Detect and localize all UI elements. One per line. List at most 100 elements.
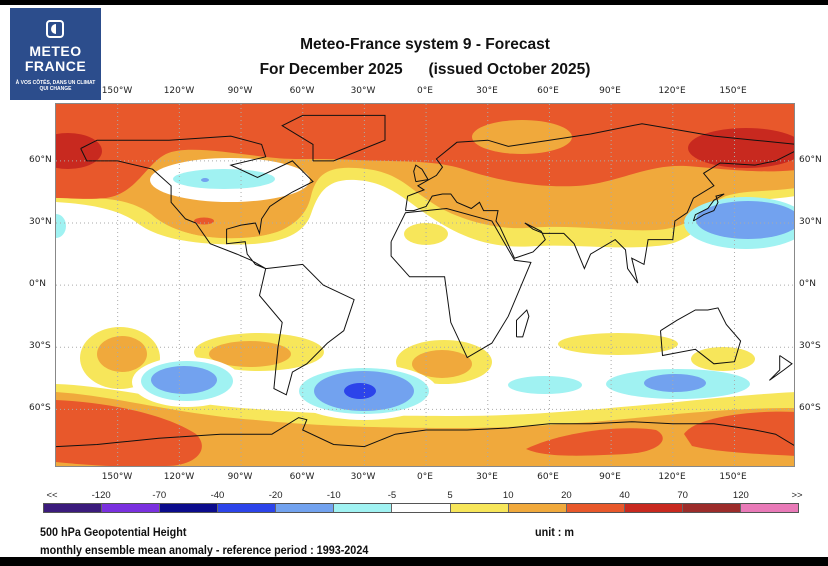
lon-label-top: 0°E xyxy=(417,86,433,96)
colorbar-swatch xyxy=(218,504,277,512)
lon-label-bottom: 120°E xyxy=(658,472,686,482)
lon-label-bottom: 150°W xyxy=(101,472,133,482)
colorbar-swatch xyxy=(508,504,567,512)
lon-label-bottom: 30°E xyxy=(476,472,498,482)
colorbar-swatch xyxy=(44,504,103,512)
anomaly-blue-canada xyxy=(201,178,209,182)
anomaly-orange-barents xyxy=(472,120,572,154)
lon-label-top: 60°W xyxy=(289,86,315,96)
bottom-border xyxy=(0,557,828,566)
coastline-africa xyxy=(390,207,532,359)
colorbar-label: 70 xyxy=(677,490,688,501)
anomaly-blue-japan xyxy=(696,201,794,239)
coastline-north-america xyxy=(80,135,314,270)
colorbar-swatch xyxy=(624,504,683,512)
logo-text-line2: FRANCE xyxy=(24,58,87,74)
lon-label-top: 150°W xyxy=(101,86,133,96)
coastline-eurasia xyxy=(405,123,794,284)
lon-label-bottom: 90°W xyxy=(227,472,253,482)
chart-title: Meteo-France system 9 - Forecast xyxy=(300,36,550,53)
anomaly-yellow-s-australia xyxy=(691,347,755,371)
description-label: monthly ensemble mean anomaly - referenc… xyxy=(40,543,369,557)
lon-label-top: 90°E xyxy=(599,86,621,96)
colorbar-label: 20 xyxy=(561,490,572,501)
coastline-new-zealand xyxy=(769,355,793,381)
colorbar-swatch xyxy=(334,504,393,512)
anomaly-red-southeast xyxy=(684,411,794,456)
anomaly-blue-s-pacific xyxy=(151,366,217,394)
logo-tagline: À VOS CÔTÉS, DANS UN CLIMAT QUI CHANGE xyxy=(15,80,96,92)
colorbar-swatch xyxy=(740,504,799,512)
lat-label-left: 60°S xyxy=(29,403,51,413)
lat-label-left: 0°N xyxy=(29,279,46,289)
lon-label-top: 30°E xyxy=(476,86,498,96)
lon-label-bottom: 150°E xyxy=(719,472,747,482)
map-svg xyxy=(56,104,794,466)
anomaly-cyan-canada xyxy=(173,169,275,189)
anomaly-orange-s-pacific-1 xyxy=(97,336,147,372)
coastline-madagascar xyxy=(516,309,530,338)
colorbar-swatch xyxy=(566,504,625,512)
colorbar-label: >> xyxy=(791,490,803,501)
lat-label-right: 0°N xyxy=(799,279,816,289)
lon-label-bottom: 120°W xyxy=(163,472,195,482)
anomaly-darkred-nw xyxy=(56,133,102,169)
colorbar-swatch xyxy=(102,504,161,512)
coastline-south-america xyxy=(258,263,355,396)
logo-icon xyxy=(46,20,64,38)
unit-label: unit : m xyxy=(535,525,574,539)
colorbar-label: 120 xyxy=(732,490,749,501)
colorbar-swatch xyxy=(276,504,335,512)
top-border xyxy=(0,0,828,5)
lon-label-top: 90°W xyxy=(227,86,253,96)
coastline-japan xyxy=(692,193,725,222)
coastline-great-britain xyxy=(413,164,429,183)
colorbar-label: 40 xyxy=(619,490,630,501)
logo-text-line1: METEO xyxy=(29,43,82,59)
coastline-australia xyxy=(660,307,742,365)
colorbar-label: -70 xyxy=(152,490,167,501)
meteo-france-logo: METEO FRANCE À VOS CÔTÉS, DANS UN CLIMAT… xyxy=(10,8,101,100)
lat-label-left: 30°N xyxy=(29,217,52,227)
coastline-greenland xyxy=(281,114,386,162)
colorbar-label: -10 xyxy=(326,490,341,501)
anomaly-orange-s-pacific-2 xyxy=(209,341,291,367)
lat-label-left: 30°S xyxy=(29,341,51,351)
lon-label-top: 30°W xyxy=(350,86,376,96)
lon-label-bottom: 60°W xyxy=(289,472,315,482)
anomaly-yellow-sahara xyxy=(404,223,448,245)
anomaly-orange-s-atlantic xyxy=(412,350,472,378)
colorbar-label: -40 xyxy=(210,490,225,501)
variable-label: 500 hPa Geopotential Height xyxy=(40,525,187,539)
lat-label-right: 60°N xyxy=(799,155,822,165)
colorbar-swatch xyxy=(682,504,741,512)
graticule xyxy=(56,104,794,466)
lat-label-left: 60°N xyxy=(29,155,52,165)
anomaly-blue-s-indian xyxy=(644,374,706,392)
lon-label-bottom: 30°W xyxy=(350,472,376,482)
colorbar-label: -20 xyxy=(268,490,283,501)
lon-label-top: 120°W xyxy=(163,86,195,96)
anomaly-map xyxy=(55,103,795,467)
anomaly-darkred-ne xyxy=(688,128,794,168)
coastlines xyxy=(56,114,794,448)
lat-label-right: 30°S xyxy=(799,341,821,351)
lon-label-bottom: 0°E xyxy=(417,472,433,482)
colorbar-label: 10 xyxy=(502,490,514,501)
lon-label-top: 150°E xyxy=(719,86,747,96)
colorbar xyxy=(43,503,799,513)
colorbar-label: -5 xyxy=(387,490,397,501)
anomaly-cyan-dateline xyxy=(56,214,66,238)
lat-label-right: 30°N xyxy=(799,217,822,227)
colorbar-swatch xyxy=(160,504,219,512)
lon-label-bottom: 90°E xyxy=(599,472,621,482)
anomaly-red-south-indian xyxy=(526,428,663,456)
lon-label-top: 120°E xyxy=(658,86,686,96)
lon-label-bottom: 60°E xyxy=(537,472,559,482)
colorbar-label: 5 xyxy=(447,490,453,501)
colorbar-swatch xyxy=(392,504,451,512)
anomaly-orange-usa xyxy=(171,204,291,238)
chart-subtitle: For December 2025 (issued October 2025) xyxy=(259,61,591,78)
colorbar-label: -120 xyxy=(91,490,111,501)
anomaly-cyan-s-indian-1 xyxy=(508,376,582,394)
